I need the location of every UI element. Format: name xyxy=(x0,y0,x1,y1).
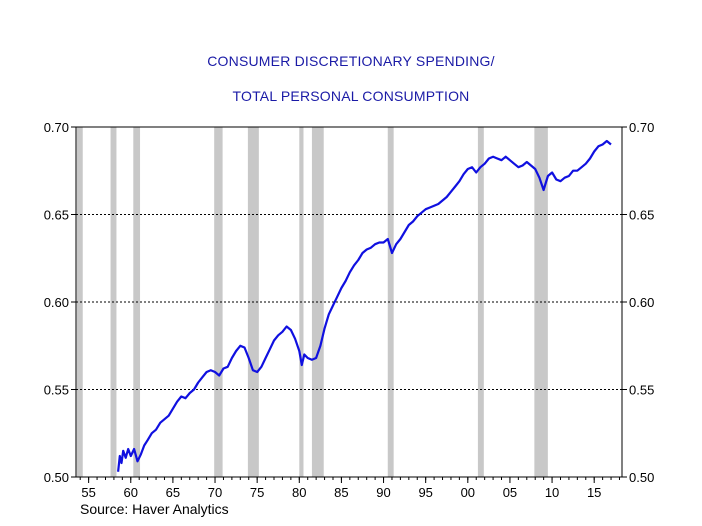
source-note: Source: Haver Analytics xyxy=(80,501,229,517)
x-tick-label-6: 85 xyxy=(334,485,348,500)
x-tick-label-8: 95 xyxy=(418,485,432,500)
y-tick-label-left-4: 0.70 xyxy=(44,120,69,135)
recession-band-3 xyxy=(214,127,223,477)
x-tick-label-0: 55 xyxy=(81,485,95,500)
x-tick-label-12: 15 xyxy=(587,485,601,500)
x-tick-label-11: 10 xyxy=(545,485,559,500)
x-tick-label-2: 65 xyxy=(166,485,180,500)
x-tick-label-1: 60 xyxy=(124,485,138,500)
y-tick-label-right-2: 0.60 xyxy=(629,295,654,310)
y-tick-label-left-3: 0.65 xyxy=(44,208,69,223)
chart-title-line-2: TOTAL PERSONAL CONSUMPTION xyxy=(232,88,470,104)
y-tick-label-right-0: 0.50 xyxy=(629,470,654,485)
recession-band-7 xyxy=(387,127,394,477)
chart-title-line-1: CONSUMER DISCRETIONARY SPENDING/ xyxy=(207,53,495,69)
x-tick-label-7: 90 xyxy=(376,485,390,500)
y-tick-label-right-1: 0.55 xyxy=(629,383,654,398)
y-tick-label-right-4: 0.70 xyxy=(629,120,654,135)
y-tick-label-left-2: 0.60 xyxy=(44,295,69,310)
recession-band-0 xyxy=(76,127,83,477)
y-tick-label-left-0: 0.50 xyxy=(44,470,69,485)
y-tick-label-left-1: 0.55 xyxy=(44,383,69,398)
x-tick-label-9: 00 xyxy=(461,485,475,500)
x-tick-label-4: 75 xyxy=(250,485,264,500)
x-tick-label-5: 80 xyxy=(292,485,306,500)
y-tick-label-right-3: 0.65 xyxy=(629,208,654,223)
x-tick-label-10: 05 xyxy=(503,485,517,500)
series-line-0 xyxy=(117,139,612,472)
x-tick-label-3: 70 xyxy=(208,485,222,500)
